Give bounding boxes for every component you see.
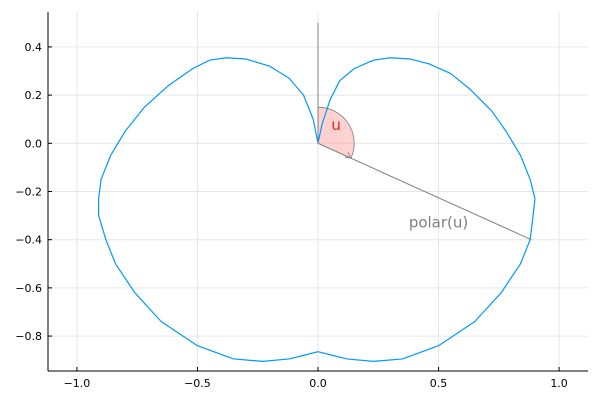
angle-wedge <box>317 106 355 159</box>
y-tick-label: −0.2 <box>15 186 42 199</box>
series <box>98 22 536 362</box>
x-tick-label: 0.5 <box>430 377 448 390</box>
tick-labels: −1.0 −0.5 0.0 0.5 1.0 0.4 0.2 0.0 −0.2 −0.4 −0.6 −0… <box>15 41 568 390</box>
y-tick-label: 0.4 <box>25 41 43 54</box>
x-tick-label: 0.0 <box>309 377 327 390</box>
annotation-label: polar(u) <box>409 214 468 232</box>
y-tick-label: 0.0 <box>25 137 43 150</box>
x-tick-label: −0.5 <box>184 377 211 390</box>
reference-line <box>317 142 532 241</box>
angle-wedge-fill <box>317 106 355 159</box>
y-tick-label: −0.8 <box>15 330 42 343</box>
y-tick-label: −0.4 <box>15 234 42 247</box>
y-tick-label: −0.6 <box>15 282 42 295</box>
cardioid-curve <box>98 57 536 362</box>
annotation-label: u <box>331 116 341 134</box>
annotations: u polar(u) <box>331 116 468 232</box>
y-tick-label: 0.2 <box>25 89 43 102</box>
x-tick-label: 1.0 <box>550 377 568 390</box>
x-tick-label: −1.0 <box>64 377 91 390</box>
axes <box>47 12 588 372</box>
